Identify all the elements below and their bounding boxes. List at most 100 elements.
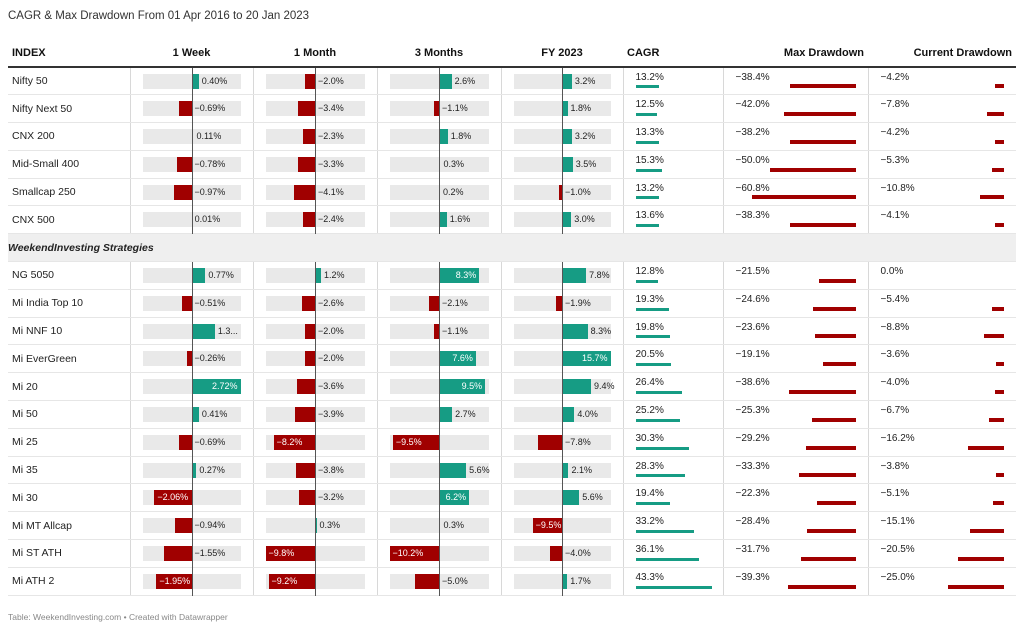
cell-maxdd: −38.3% <box>723 205 869 235</box>
cell-m3: 0.3% <box>377 511 502 541</box>
cell-month: −3.3% <box>253 150 378 179</box>
cell-m3: 2.7% <box>377 400 502 430</box>
bar-track: 0.11% <box>142 123 241 152</box>
cell-cagr: 36.1% <box>623 539 724 568</box>
cell-curdd: −10.8% <box>868 178 1016 207</box>
bar-label-month: −3.3% <box>318 158 344 169</box>
cell-curdd: −5.1% <box>868 483 1016 513</box>
cell-curdd: −8.8% <box>868 317 1016 346</box>
curdd-bar <box>995 390 1004 395</box>
cell-cagr: 19.4% <box>623 483 724 513</box>
bar-track: 6.2% <box>389 484 489 513</box>
cagr-value: 19.8% <box>635 321 664 333</box>
zero-axis-line <box>315 317 316 346</box>
row-name: Mi NNF 10 <box>8 317 131 346</box>
zero-axis-line <box>439 540 440 569</box>
zero-axis-line <box>191 95 193 124</box>
bar-label-month: −2.0% <box>318 325 344 336</box>
cell-week: −1.95% <box>130 567 254 596</box>
curdd-value: −16.2% <box>880 432 915 444</box>
curdd-bar <box>995 362 1004 367</box>
row-name: Mi ATH 2 <box>8 567 131 596</box>
cell-m3: 6.2% <box>377 483 502 513</box>
table-row: Mi 30 −2.06% −3.2% 6.2% 5.6% 19.4% −22.3% −5.1% <box>8 483 1016 513</box>
zero-axis-line <box>439 401 440 430</box>
zero-axis-line <box>315 567 316 596</box>
cagr-value: 19.3% <box>635 293 664 305</box>
bar-track: −3.2% <box>265 484 365 513</box>
cell-cagr: 33.2% <box>623 511 724 541</box>
cell-curdd: −5.3% <box>868 150 1016 179</box>
bar-label-fy: 3.2% <box>574 76 596 86</box>
cell-week: 0.27% <box>130 456 254 485</box>
bar-track: −2.3% <box>265 123 365 152</box>
bar-week <box>182 295 192 311</box>
performance-table: INDEX 1 Week 1 Month 3 Months FY 2023 CA… <box>8 40 1016 596</box>
cell-m3: −5.0% <box>377 567 502 596</box>
bar-label-m3: 6.2% <box>445 492 467 503</box>
bar-month <box>273 434 315 450</box>
bar-track: 0.2% <box>389 178 489 207</box>
zero-axis-line <box>191 373 193 402</box>
bar-label-fy: −9.5% <box>535 520 562 531</box>
bar-label-month: −9.2% <box>271 575 298 586</box>
cell-month: −3.4% <box>253 94 378 124</box>
bar-label-m3: −9.5% <box>395 436 422 447</box>
zero-axis-line <box>562 317 563 346</box>
bar-track: −9.5% <box>513 512 611 541</box>
table-row: Mi ST ATH −1.55% −9.8% −10.2% −4.0% 36.1% −31.… <box>8 539 1016 569</box>
cagr-value: 13.2% <box>635 72 664 83</box>
cell-month: −2.0% <box>253 317 378 346</box>
header-fy-2023: FY 2023 <box>501 40 623 68</box>
cell-fy: −1.9% <box>501 289 624 318</box>
bar-label-m3: 2.7% <box>455 409 476 420</box>
bar-m3 <box>439 407 453 423</box>
cell-cagr: 19.8% <box>623 317 724 346</box>
cell-month: 1.2% <box>253 261 378 291</box>
table-row: CNX 500 0.01% −2.4% 1.6% 3.0% 13.6% −38.3% −4.1… <box>8 205 1016 235</box>
cell-week: −1.55% <box>130 539 254 569</box>
bar-track: 1.8% <box>513 95 611 124</box>
row-name: NG 5050 <box>8 261 131 290</box>
bar-label-m3: 5.6% <box>469 464 490 475</box>
zero-axis-line <box>439 484 440 513</box>
cell-cagr: 43.3% <box>623 567 724 596</box>
bar-fy <box>549 546 562 562</box>
bar-track: 0.41% <box>142 401 241 430</box>
zero-axis-line <box>191 150 193 179</box>
zero-axis-line <box>191 123 193 152</box>
cell-maxdd: −22.3% <box>723 483 869 513</box>
table-row: CNX 200 0.11% −2.3% 1.8% 3.2% 13.3% −38.2% −4.2… <box>8 122 1016 152</box>
bar-track: 5.6% <box>389 456 490 485</box>
row-name: Mi 25 <box>8 428 131 457</box>
bar-label-week: 0.41% <box>201 409 228 420</box>
bar-track: −1.1% <box>389 317 489 346</box>
maxdd-value: −31.7% <box>735 544 770 556</box>
cell-m3: 7.6% <box>377 344 502 374</box>
cagr-value: 13.2% <box>635 182 664 194</box>
curdd-value: −5.4% <box>880 293 910 305</box>
curdd-value: −3.8% <box>880 460 910 472</box>
bar-label-month: 1.2% <box>324 270 345 281</box>
zero-axis-line <box>191 401 193 430</box>
bar-fy <box>562 212 572 228</box>
zero-axis-line <box>315 178 316 207</box>
bar-month <box>297 101 315 117</box>
bar-week <box>179 434 192 450</box>
cell-curdd: −4.0% <box>868 372 1016 402</box>
bar-m3 <box>389 546 439 562</box>
cagr-value: 26.4% <box>635 377 664 389</box>
cell-curdd: −7.8% <box>868 94 1016 124</box>
row-name: Nifty 50 <box>8 67 131 96</box>
bar-label-fy: −7.8% <box>565 436 591 447</box>
maxdd-value: −39.3% <box>735 571 770 583</box>
maxdd-value: −28.4% <box>735 516 770 528</box>
cagr-value: 12.8% <box>635 266 664 278</box>
table-row: Mi MT Allcap −0.94% 0.3% 0.3% −9.5% 33.2% −28.… <box>8 511 1016 541</box>
cell-curdd: −5.4% <box>868 289 1016 318</box>
bar-track: 1.2% <box>265 262 365 291</box>
bar-week <box>191 379 241 395</box>
curdd-value: −8.8% <box>880 321 910 333</box>
zero-axis-line <box>562 95 563 124</box>
zero-axis-line <box>315 262 316 291</box>
